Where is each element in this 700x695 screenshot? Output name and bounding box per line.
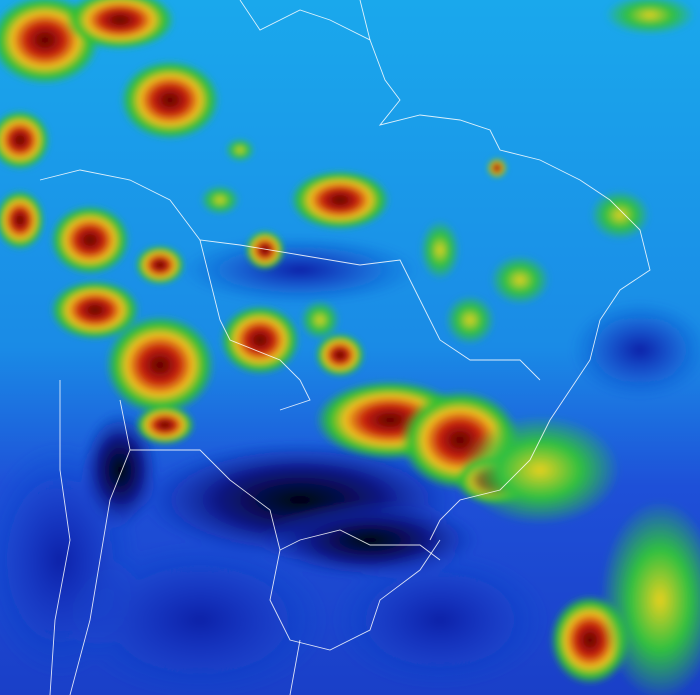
country-borders — [39, 0, 651, 695]
dry-regions — [0, 235, 700, 695]
